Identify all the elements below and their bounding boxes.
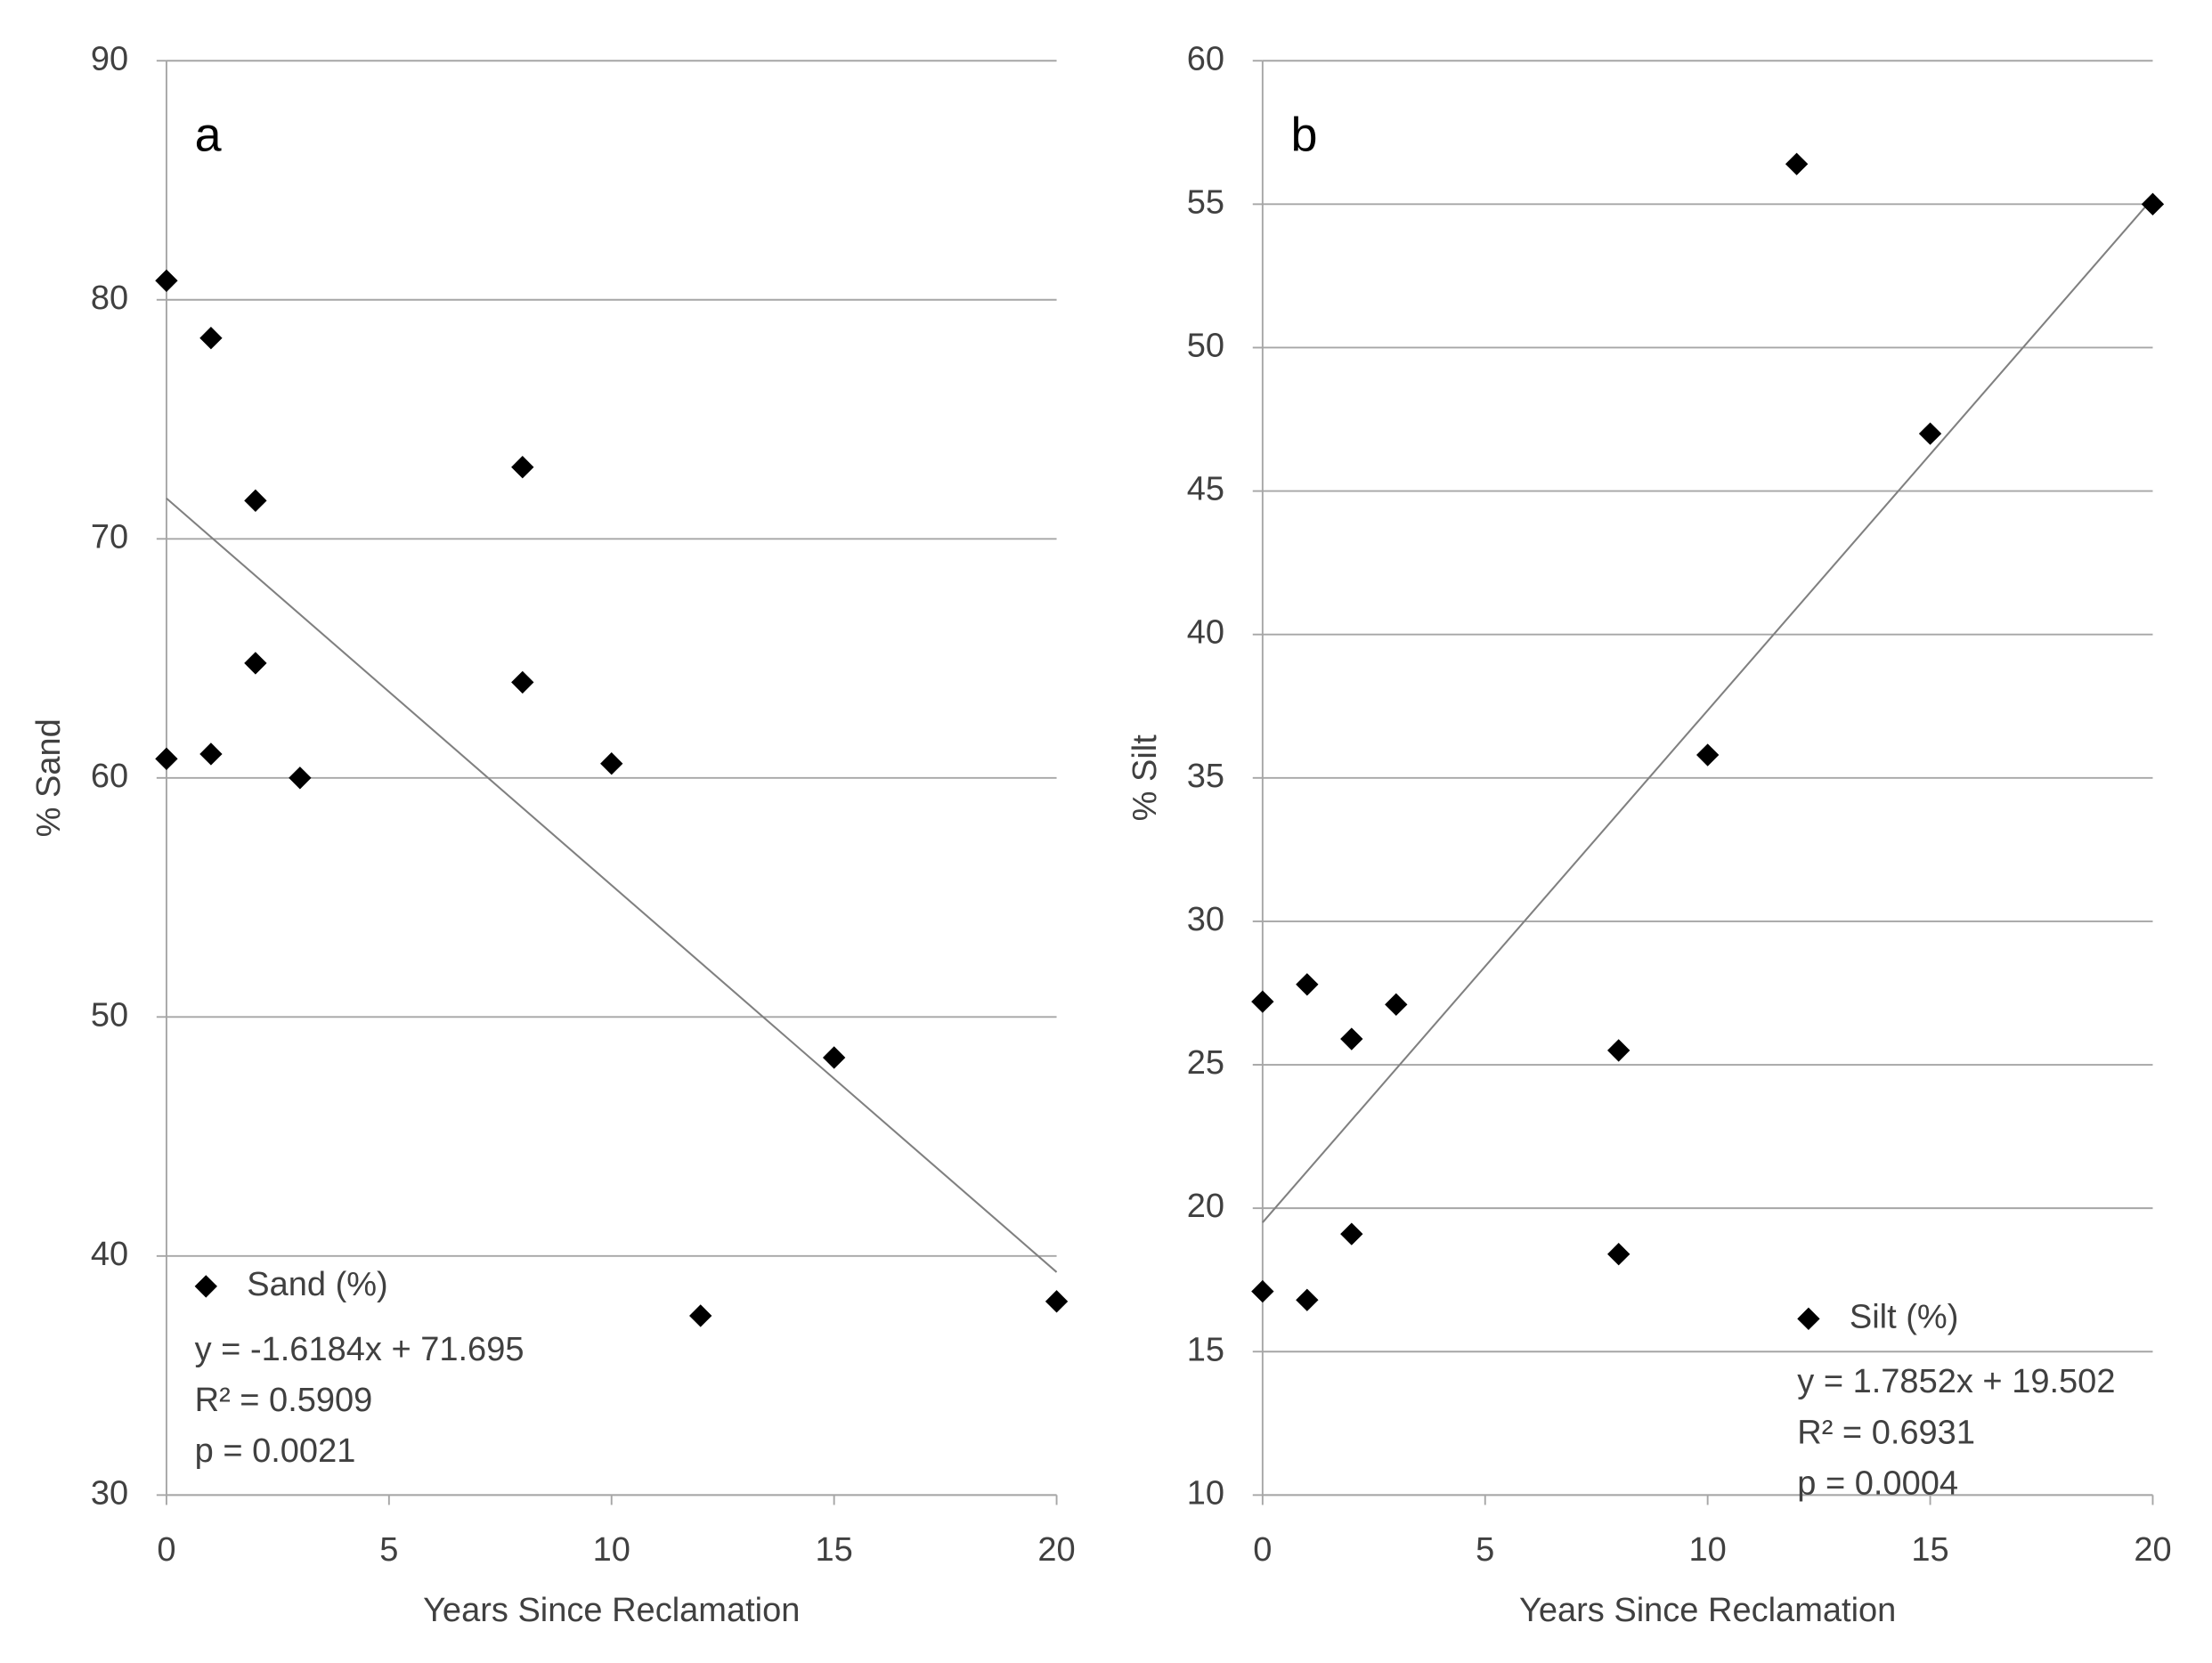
y-tick-label: 80 [91,280,128,317]
y-tick-label: 40 [1187,614,1224,652]
y-tick-label: 45 [1187,471,1224,508]
data-point [1785,152,1809,175]
x-tick-label: 20 [2134,1531,2171,1569]
data-point [1251,1279,1274,1303]
x-tick-label: 20 [1037,1531,1075,1569]
x-axis-label: Years Since Reclamation [423,1592,800,1629]
y-tick-label: 25 [1187,1044,1224,1082]
data-point [199,327,223,350]
data-point [155,747,178,770]
data-point [1251,990,1274,1013]
y-tick-label: 70 [91,518,128,556]
data-point [199,742,223,766]
annotation: p = 0.0021 [195,1432,356,1470]
annotation: R² = 0.5909 [195,1382,373,1419]
data-point [822,1046,846,1069]
x-tick-label: 10 [1689,1531,1727,1569]
x-tick-label: 5 [1476,1531,1494,1569]
y-tick-label: 50 [91,996,128,1034]
legend-marker [1797,1307,1820,1331]
data-point [1296,973,1319,996]
legend-label: Silt (%) [1850,1298,1959,1335]
y-tick-label: 30 [1187,901,1224,938]
data-point [511,456,534,479]
data-point [600,752,623,775]
annotation: R² = 0.6931 [1797,1414,1975,1451]
data-point [689,1304,712,1327]
data-point [244,489,267,512]
x-tick-label: 15 [816,1531,853,1569]
x-tick-label: 15 [1911,1531,1948,1569]
panel-label: a [195,109,222,162]
data-point [1045,1290,1069,1313]
data-point [511,670,534,694]
annotation: y = -1.6184x + 71.695 [195,1331,525,1368]
data-point [289,767,312,790]
data-point [1607,1243,1631,1266]
y-tick-label: 55 [1187,183,1224,221]
y-tick-label: 30 [91,1474,128,1512]
x-axis-label: Years Since Reclamation [1519,1592,1896,1629]
y-axis-label: % Sand [30,718,68,837]
data-point [244,652,267,675]
y-tick-label: 50 [1187,328,1224,365]
y-tick-label: 35 [1187,758,1224,795]
panel-label: b [1291,109,1318,162]
data-point [155,269,178,292]
data-point [2141,192,2165,216]
data-point [1607,1039,1631,1062]
y-tick-label: 20 [1187,1188,1224,1225]
annotation: p = 0.0004 [1797,1464,1958,1502]
data-point [1918,422,1942,445]
y-tick-label: 10 [1187,1474,1224,1512]
y-tick-label: 90 [91,40,128,77]
trendline [1262,198,2154,1223]
data-point [1340,1222,1363,1245]
legend-marker [194,1275,217,1298]
y-axis-label: % Silt [1126,734,1164,822]
y-tick-label: 15 [1187,1331,1224,1368]
x-tick-label: 5 [379,1531,398,1569]
x-tick-label: 0 [157,1531,175,1569]
data-point [1340,1027,1363,1051]
annotation: y = 1.7852x + 19.502 [1797,1363,2115,1400]
trendline [166,497,1058,1273]
y-tick-label: 40 [91,1236,128,1273]
legend-label: Sand (%) [247,1266,387,1303]
data-point [1296,1288,1319,1311]
x-tick-label: 0 [1253,1531,1272,1569]
data-point [1385,993,1408,1017]
y-tick-label: 60 [91,758,128,795]
x-tick-label: 10 [593,1531,630,1569]
data-point [1696,743,1720,767]
y-tick-label: 60 [1187,40,1224,77]
